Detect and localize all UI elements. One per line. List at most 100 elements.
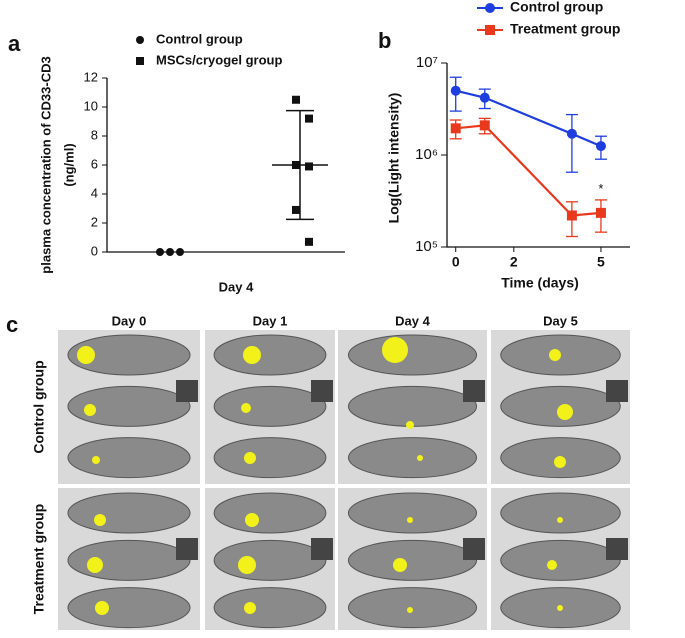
series-line [455, 89, 602, 148]
x-tick-label: 0 [452, 254, 460, 270]
point [176, 248, 184, 256]
signal [417, 455, 423, 461]
signal [84, 404, 96, 416]
annotation: * [598, 181, 603, 196]
point [485, 3, 495, 13]
y-tick-label: 0 [91, 243, 98, 258]
mouse-body [67, 539, 191, 581]
mouse-body [213, 539, 327, 581]
point [485, 25, 495, 35]
signal [393, 558, 407, 572]
mouse-body [67, 587, 191, 629]
signal [238, 556, 256, 574]
signal [92, 456, 100, 464]
legend-label: Control group [156, 31, 243, 46]
mouse-body [347, 492, 478, 534]
error-bar [286, 109, 314, 221]
signal [557, 517, 563, 523]
row-label: Control group [31, 360, 47, 453]
image-tab [311, 380, 333, 402]
panel-label: b [378, 28, 391, 53]
y-axis-label: Log(Light intensity) [386, 93, 402, 224]
x-tick-label: 2 [510, 254, 518, 270]
point [450, 85, 461, 96]
column-header: Day 1 [253, 313, 288, 328]
point [305, 162, 313, 171]
point [566, 128, 577, 139]
mouse-body [67, 492, 191, 534]
signal [244, 452, 256, 464]
signal [241, 403, 251, 413]
panel-label: c [6, 312, 18, 337]
signal [407, 517, 413, 523]
point [136, 57, 144, 65]
signal [407, 607, 413, 613]
point [292, 95, 300, 104]
point [305, 237, 313, 246]
y-tick-label: 4 [91, 185, 98, 200]
y-tick-label: 10⁵ [415, 238, 438, 255]
y-tick-label: 6 [91, 156, 98, 171]
point [450, 123, 461, 134]
point [566, 210, 577, 221]
signal [87, 557, 103, 573]
mouse-body [67, 437, 191, 479]
image-tab [463, 538, 485, 560]
x-tick-label: 5 [597, 254, 605, 270]
point [305, 114, 313, 123]
point [479, 92, 490, 103]
point [166, 248, 174, 256]
legend-label: Treatment group [510, 21, 620, 37]
y-tick-label: 2 [91, 214, 98, 229]
error-bar [565, 113, 578, 173]
panel-label: a [8, 31, 21, 56]
mouse-body [67, 385, 191, 427]
mouse-body [213, 334, 327, 376]
image-tab [606, 538, 628, 560]
column-header: Day 0 [112, 313, 147, 328]
legend-label: Control group [510, 0, 603, 15]
image-tab [176, 380, 198, 402]
signal [94, 514, 106, 526]
signal [243, 346, 261, 364]
mouse-body [347, 385, 478, 427]
mouse-body [500, 539, 621, 581]
mouse-body [213, 385, 327, 427]
point [595, 207, 606, 218]
mouse-body [347, 334, 478, 376]
point [292, 205, 300, 214]
mouse-body [347, 539, 478, 581]
column-header: Day 5 [543, 313, 578, 328]
image-tab [311, 538, 333, 560]
row-label: Treatment group [31, 504, 47, 614]
image-tab [176, 538, 198, 560]
mouse-body [213, 587, 327, 629]
mouse-body [67, 334, 191, 376]
image-tab [606, 380, 628, 402]
signal [547, 560, 557, 570]
signal [549, 349, 561, 361]
mouse-body [347, 587, 478, 629]
signal [557, 605, 563, 611]
x-axis-label: Time (days) [501, 275, 579, 291]
signal [406, 421, 414, 429]
signal [554, 456, 566, 468]
signal [245, 513, 259, 527]
point [136, 36, 144, 44]
image-tab [463, 380, 485, 402]
signal [77, 346, 95, 364]
mouse-body [347, 437, 478, 479]
legend-label: MSCs/cryogel group [156, 52, 282, 67]
y-tick-label: 12 [84, 69, 98, 84]
point [479, 120, 490, 131]
series-line [455, 124, 602, 217]
axis [446, 63, 630, 248]
y-tick-label: 10⁶ [415, 146, 438, 163]
y-tick-label: 10 [84, 98, 98, 113]
signal [382, 337, 408, 363]
point [156, 248, 164, 256]
y-tick-label: 10⁷ [416, 54, 438, 71]
x-axis-label: Day 4 [219, 279, 254, 294]
point [595, 141, 606, 152]
